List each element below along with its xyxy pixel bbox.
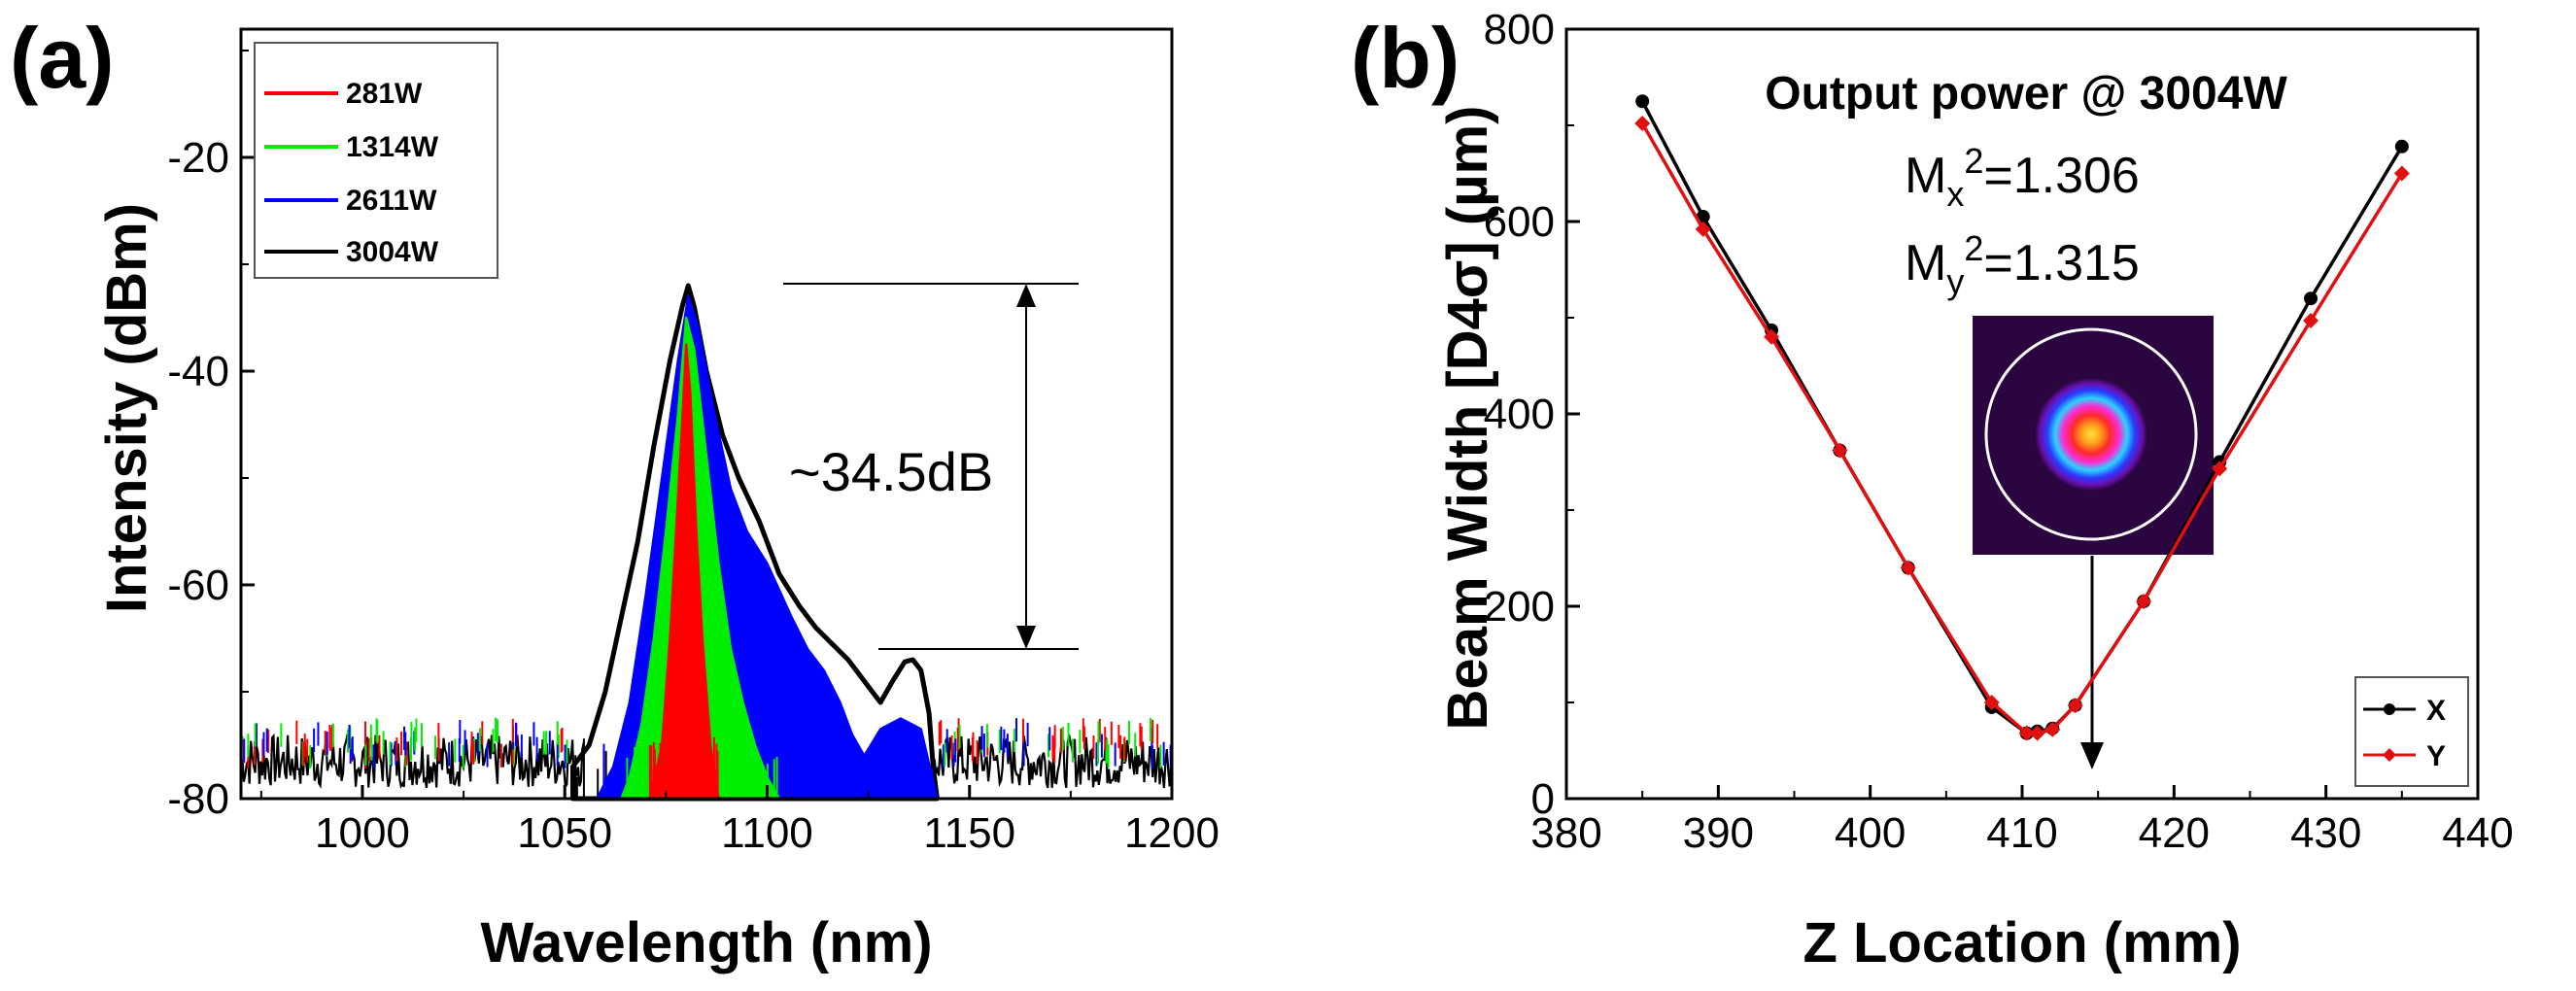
x-tick-label: 420 [2139, 809, 2210, 857]
panel-a-label: (a) [10, 10, 115, 106]
series-x-point [1635, 94, 1650, 109]
series-y-point [1983, 695, 2000, 710]
my2-label: My2=1.315 [1905, 228, 2140, 301]
y-tick-label: 0 [1531, 775, 1555, 823]
beam-profile-inset [1973, 316, 2214, 555]
panel-b-legend: X Y [2354, 676, 2469, 787]
panel-a-y-axis-title: Intensity (dBm) [95, 203, 158, 613]
x-tick-label: 430 [2290, 809, 2361, 857]
panel-a-ticks: 1000 1050 1100 1150 1200 -80 -60 -40 -20 [167, 50, 1219, 857]
series-y-point [2044, 721, 2061, 737]
series-y-point [1832, 442, 1848, 459]
panel-a-plot: 1000 1050 1100 1150 1200 -80 -60 -40 -20 [167, 27, 1219, 857]
legend-label: X [2426, 695, 2446, 727]
panel-a: (a) 1000 1050 1100 1150 1200 -80 -60 -40 -20 ~34… [10, 10, 1219, 974]
legend-box [254, 42, 498, 279]
x-tick-label: 1000 [315, 809, 410, 857]
panel-b-ticks: 380 390 400 410 420 430 440 0 200 400 600 800 [1484, 6, 2514, 857]
panel-a-series [570, 283, 940, 802]
panel-b-x-axis-title: Z Location (mm) [1803, 911, 2241, 974]
series-y-point [1695, 221, 1711, 237]
y-tick-label: 200 [1484, 583, 1555, 631]
legend-label: Y [2426, 740, 2446, 772]
y-tick-label: -80 [167, 775, 229, 823]
legend-label: 3004W [346, 236, 439, 268]
series-y-point [1634, 116, 1651, 132]
mx2-label: Mx2=1.306 [1905, 141, 2140, 214]
legend-label: 1314W [346, 131, 439, 163]
x-tick-label: 400 [1835, 809, 1906, 857]
panel-a-noise-floor [239, 717, 1173, 790]
series-y-point [2393, 165, 2410, 182]
panel-b-series [1634, 94, 2410, 741]
beam-spot [2035, 378, 2147, 491]
panel-b: (b) [1351, 6, 2514, 974]
y-tick-label: -60 [167, 562, 229, 609]
panel-a-legend: 281W 1314W 2611W 3004W [254, 42, 498, 279]
annotation-db-label: ~34.5dB [789, 441, 993, 502]
y-tick-label: 600 [1484, 198, 1555, 246]
series-3004w [570, 283, 940, 802]
series-y-point [2067, 697, 2083, 713]
x-tick-label: 1100 [721, 809, 813, 857]
panel-a-annotation: ~34.5dB [783, 283, 1079, 650]
legend-marker [2384, 703, 2395, 715]
legend-entry-x: X [2363, 695, 2446, 727]
legend-label: 281W [346, 78, 423, 110]
noise-floor-left [239, 733, 585, 790]
series-x-point [2394, 139, 2409, 154]
series-y-point [2018, 725, 2035, 741]
x-tick-label: 390 [1683, 809, 1754, 857]
legend-label: 2611W [346, 185, 437, 217]
x-tick-label: 380 [1530, 809, 1601, 857]
x-tick-label: 1050 [517, 809, 612, 857]
y-tick-label: 800 [1484, 6, 1555, 53]
legend-entry-2611w: 2611W [264, 185, 437, 217]
series-y-point [2136, 594, 2152, 610]
x-tick-label: 1150 [923, 809, 1015, 857]
series-y-point [2212, 461, 2228, 477]
panel-a-frame [239, 27, 1174, 801]
panel-b-y-axis-title: Beam Width [D4σ] (µm) [1436, 106, 1499, 731]
series-1314w [620, 316, 781, 801]
panel-b-title: Output power @ 3004W [1765, 68, 2287, 120]
y-tick-label: -20 [167, 134, 229, 182]
panel-b-plot: 380 390 400 410 420 430 440 0 200 400 600 800 [1484, 6, 2514, 857]
legend-box [2354, 676, 2469, 787]
series-y-point [2029, 725, 2045, 741]
x-tick-label: 440 [2442, 809, 2513, 857]
y-tick-label: 400 [1484, 391, 1555, 438]
inset-arrow-head [2080, 742, 2104, 769]
series-y-point [2303, 312, 2319, 328]
legend-entry-281w: 281W [264, 78, 423, 110]
x-tick-label: 410 [1986, 809, 2057, 857]
beam-aperture-circle [1984, 327, 2198, 541]
y-tick-label: -40 [167, 348, 229, 395]
series-x-point [2304, 291, 2318, 306]
panel-a-x-axis-title: Wavelength (nm) [480, 911, 932, 974]
inset-arrow [2080, 556, 2104, 769]
panel-b-label: (b) [1351, 10, 1460, 106]
legend-entry-1314w: 1314W [264, 131, 439, 163]
x-tick-label: 1200 [1124, 809, 1219, 857]
series-y-point [1764, 328, 1780, 345]
legend-entry-3004w: 3004W [264, 236, 439, 268]
annotation-arrow-up [1016, 284, 1036, 307]
annotation-arrow-down [1016, 626, 1036, 649]
legend-entry-y: Y [2363, 740, 2446, 772]
series-y-point [1900, 560, 1916, 576]
legend-marker [2383, 748, 2396, 762]
